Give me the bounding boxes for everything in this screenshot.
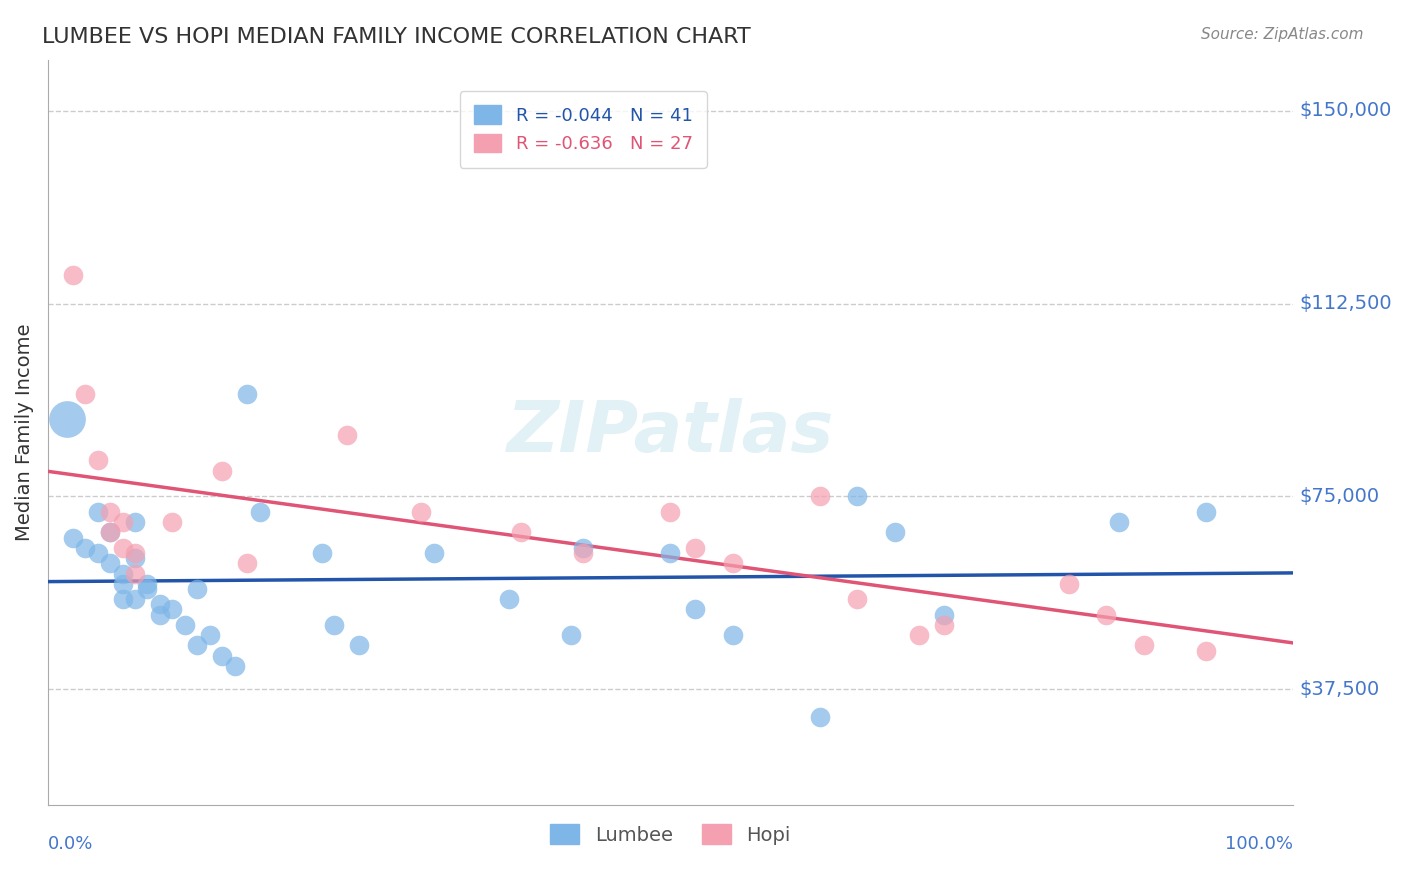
Point: [883, 525, 905, 540]
Point: [510, 525, 533, 540]
Point: [347, 639, 370, 653]
Point: [1195, 505, 1218, 519]
Point: [236, 386, 259, 401]
Point: [1195, 643, 1218, 657]
Text: ZIPatlas: ZIPatlas: [506, 398, 834, 467]
Point: [808, 710, 831, 724]
Point: [423, 546, 446, 560]
Point: [98, 556, 121, 570]
Point: [323, 618, 346, 632]
Point: [572, 546, 595, 560]
Point: [98, 505, 121, 519]
Point: [136, 576, 159, 591]
Point: [186, 582, 208, 596]
Point: [934, 618, 956, 632]
Point: [934, 607, 956, 622]
Point: [124, 515, 146, 529]
Point: [86, 453, 108, 467]
Legend: Lumbee, Hopi: Lumbee, Hopi: [540, 814, 800, 855]
Point: [98, 525, 121, 540]
Point: [721, 556, 744, 570]
Point: [1095, 607, 1118, 622]
Point: [721, 628, 744, 642]
Point: [846, 592, 869, 607]
Point: [1132, 639, 1154, 653]
Point: [162, 515, 184, 529]
Point: [685, 602, 707, 616]
Text: Source: ZipAtlas.com: Source: ZipAtlas.com: [1201, 27, 1364, 42]
Point: [336, 427, 359, 442]
Point: [86, 546, 108, 560]
Point: [124, 566, 146, 581]
Point: [111, 592, 134, 607]
Point: [136, 582, 159, 596]
Point: [659, 546, 682, 560]
Point: [498, 592, 520, 607]
Point: [62, 531, 84, 545]
Point: [908, 628, 931, 642]
Point: [62, 268, 84, 283]
Y-axis label: Median Family Income: Median Family Income: [15, 324, 34, 541]
Point: [685, 541, 707, 555]
Point: [111, 541, 134, 555]
Point: [149, 607, 172, 622]
Text: $37,500: $37,500: [1299, 680, 1379, 698]
Point: [236, 556, 259, 570]
Point: [186, 639, 208, 653]
Point: [111, 515, 134, 529]
Text: $150,000: $150,000: [1299, 102, 1392, 120]
Text: LUMBEE VS HOPI MEDIAN FAMILY INCOME CORRELATION CHART: LUMBEE VS HOPI MEDIAN FAMILY INCOME CORR…: [42, 27, 751, 46]
Point: [98, 525, 121, 540]
Point: [75, 541, 97, 555]
Point: [1108, 515, 1130, 529]
Point: [75, 386, 97, 401]
Point: [124, 546, 146, 560]
Point: [808, 490, 831, 504]
Text: 0.0%: 0.0%: [48, 835, 93, 853]
Point: [411, 505, 433, 519]
Point: [124, 592, 146, 607]
Point: [55, 412, 77, 426]
Text: $75,000: $75,000: [1299, 487, 1379, 506]
Point: [1057, 576, 1080, 591]
Point: [124, 551, 146, 566]
Point: [224, 659, 246, 673]
Point: [111, 576, 134, 591]
Point: [311, 546, 333, 560]
Point: [111, 566, 134, 581]
Point: [162, 602, 184, 616]
Text: $112,500: $112,500: [1299, 294, 1392, 313]
Point: [211, 648, 233, 663]
Point: [149, 598, 172, 612]
Point: [198, 628, 221, 642]
Point: [211, 464, 233, 478]
Point: [249, 505, 271, 519]
Point: [659, 505, 682, 519]
Point: [86, 505, 108, 519]
Text: 100.0%: 100.0%: [1225, 835, 1294, 853]
Point: [173, 618, 195, 632]
Point: [560, 628, 582, 642]
Point: [572, 541, 595, 555]
Point: [846, 490, 869, 504]
